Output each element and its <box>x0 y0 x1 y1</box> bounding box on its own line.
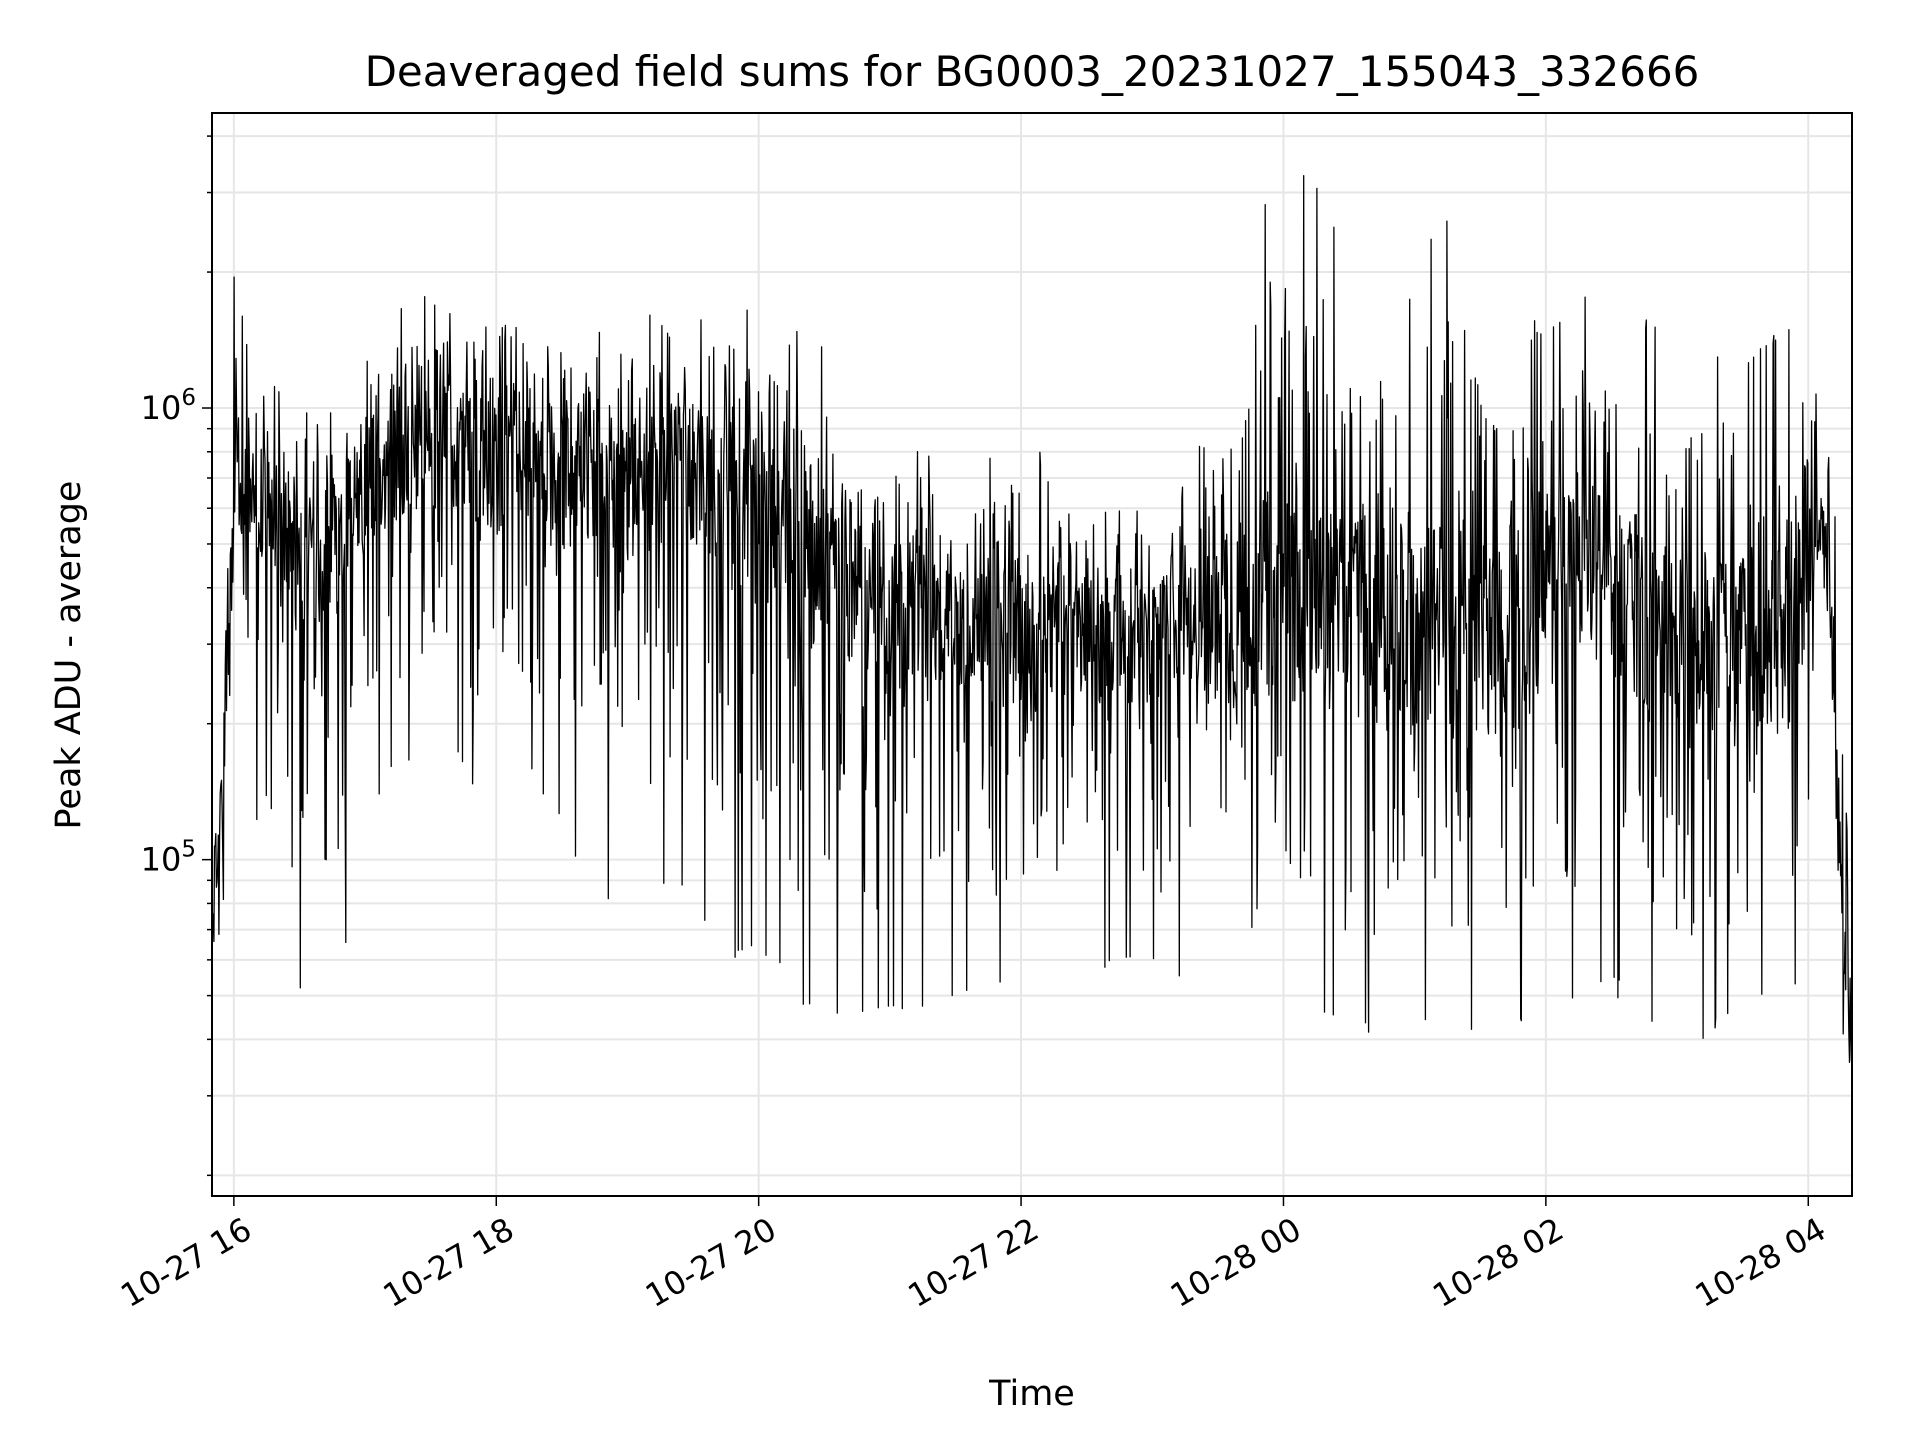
y-tick-label: 106 <box>141 385 196 427</box>
x-tick-label: 10-28 04 <box>1689 1210 1833 1315</box>
y-tick-label: 105 <box>141 837 196 879</box>
data-series <box>211 175 1853 1063</box>
x-tick-label: 10-27 22 <box>901 1210 1045 1315</box>
x-axis-label: Time <box>988 1374 1075 1414</box>
x-tick-label: 10-27 18 <box>377 1210 521 1315</box>
y-axis-label: Peak ADU - average <box>49 481 89 830</box>
plot-frame <box>211 112 1853 1197</box>
x-tick-label: 10-28 02 <box>1426 1210 1570 1315</box>
chart-title: Deaveraged field sums for BG0003_2023102… <box>365 47 1700 96</box>
x-tick-label: 10-27 20 <box>639 1210 783 1315</box>
x-tick-label: 10-27 16 <box>114 1210 258 1315</box>
series-line <box>211 175 1853 1063</box>
x-tick-label: 10-28 00 <box>1164 1210 1308 1315</box>
